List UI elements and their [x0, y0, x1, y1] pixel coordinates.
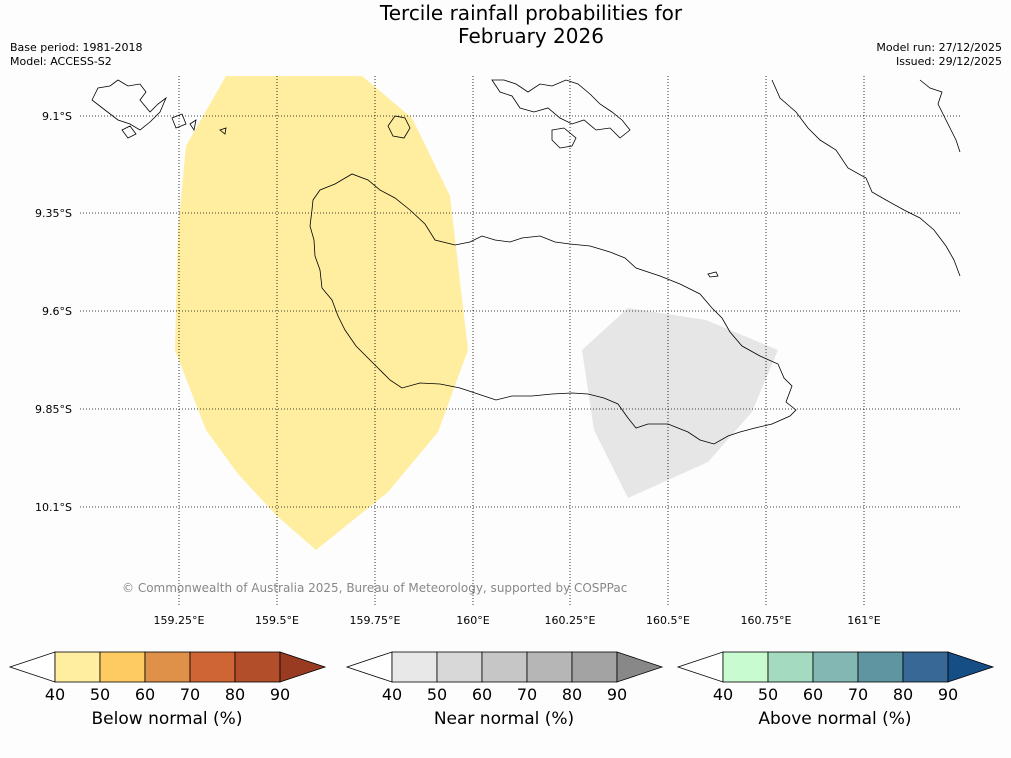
meta-right: Model run: 27/12/2025 Issued: 29/12/2025: [876, 41, 1002, 69]
colorbar-above-tick-label: 50: [758, 685, 778, 704]
colorbar-label-below: Below normal (%): [91, 709, 243, 729]
lat-label: 10.1°S: [35, 501, 72, 514]
model-text: Model: ACCESS-S2: [10, 55, 112, 68]
colorbar-near-segment: [526, 651, 573, 683]
colorbar-near-arrow-low: [345, 651, 393, 683]
lon-label: 159.5°E: [255, 614, 299, 627]
colorbar-near-tick-label: 90: [607, 685, 627, 704]
lat-label: 9.6°S: [42, 305, 72, 318]
colorbar-above-tick-label: 70: [848, 685, 868, 704]
colorbar-above-segment: [902, 651, 949, 683]
colorbar-above-tick-label: 90: [938, 685, 958, 704]
small-island-4: [219, 127, 227, 135]
lat-label: 9.85°S: [35, 403, 72, 416]
base-period-text: Base period: 1981-2018: [10, 41, 143, 54]
colorbar-below-segment: [144, 651, 191, 683]
colorbar-above-segment: [767, 651, 814, 683]
colorbar-below-tick-label: 80: [225, 685, 245, 704]
lon-label: 160°E: [456, 614, 489, 627]
colorbars: 40 50 60 70 80 90 40 50 60 70 80 90 40 50 60 70 80 90: [8, 651, 995, 704]
lon-labels: 159.25°E 159.5°E 159.75°E 160°E 160.25°E…: [154, 614, 881, 627]
colorbar-above-segment: [722, 651, 769, 683]
malaita-coastline: [771, 79, 961, 277]
colorbar-label-above: Above normal (%): [758, 709, 912, 729]
savo-coastline: [91, 79, 167, 131]
florida-islands-coastline: [491, 79, 631, 139]
colorbar-near-segment: [391, 651, 438, 683]
near-normal-region: [582, 308, 778, 498]
lat-label: 9.35°S: [35, 207, 72, 220]
colorbar-near-tick-label: 60: [472, 685, 492, 704]
title-line-2: February 2026: [458, 24, 604, 48]
colorbar-label-near: Near normal (%): [433, 709, 575, 729]
colorbar-below-segment: [189, 651, 236, 683]
colorbar-above-tick-label: 60: [803, 685, 823, 704]
lat-labels: 9.1°S 9.35°S 9.6°S 9.85°S 10.1°S: [35, 110, 72, 514]
meta-left: Base period: 1981-2018 Model: ACCESS-S2: [10, 41, 142, 69]
colorbar-above-segment: [812, 651, 859, 683]
lon-label: 161°E: [847, 614, 880, 627]
lon-label: 159.75°E: [350, 614, 401, 627]
colorbar-near-tick-label: 70: [517, 685, 537, 704]
colorbar-below-tick-label: 60: [135, 685, 155, 704]
colorbar-below-tick-label: 70: [180, 685, 200, 704]
below-normal-region: [175, 76, 468, 550]
copyright-credit: © Commonwealth of Australia 2025, Bureau…: [122, 581, 627, 595]
lon-label: 160.75°E: [741, 614, 792, 627]
lon-label: 160.25°E: [545, 614, 596, 627]
florida-islands-south: [551, 127, 577, 149]
colorbar-below-tick-label: 40: [45, 685, 65, 704]
model-run-text: Model run: 27/12/2025: [876, 41, 1002, 54]
colorbar-above-segment: [857, 651, 904, 683]
colorbar-above-arrow-high: [947, 651, 995, 683]
lon-label: 159.25°E: [154, 614, 205, 627]
small-island-6: [707, 271, 719, 278]
colorbar-above-tick-label: 40: [713, 685, 733, 704]
colorbar-near-segment: [481, 651, 528, 683]
lat-label: 9.1°S: [42, 110, 72, 123]
title-line-1: Tercile rainfall probabilities for: [379, 1, 683, 25]
colorbar-above-arrow-low: [676, 651, 724, 683]
colorbar-below-tick-label: 50: [90, 685, 110, 704]
map-title: Tercile rainfall probabilities for Febru…: [0, 2, 1011, 48]
lon-label: 160.5°E: [646, 614, 690, 627]
colorbar-near-segment: [436, 651, 483, 683]
colorbar-near-tick-label: 80: [562, 685, 582, 704]
colorbar-below-segment: [54, 651, 101, 683]
colorbar-below-arrow-high: [279, 651, 327, 683]
malaita-north: [919, 79, 961, 153]
colorbar-below-arrow-low: [8, 651, 56, 683]
small-island-3: [189, 119, 197, 132]
graticule: [80, 76, 960, 605]
colorbar-near-segment: [571, 651, 618, 683]
issued-text: Issued: 29/12/2025: [895, 55, 1002, 68]
colorbar-below-segment: [234, 651, 281, 683]
colorbar-below-segment: [99, 651, 146, 683]
colorbar-near-arrow-high: [616, 651, 664, 683]
colorbar-above-tick-label: 80: [893, 685, 913, 704]
small-island-5: [121, 125, 137, 139]
colorbar-below-tick-label: 90: [270, 685, 290, 704]
colorbar-near-tick-label: 40: [382, 685, 402, 704]
colorbar-near-tick-label: 50: [427, 685, 447, 704]
guadalcanal-coastline: [309, 173, 797, 445]
